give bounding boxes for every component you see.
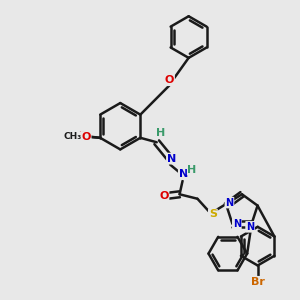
Text: N: N xyxy=(233,219,241,229)
Text: N: N xyxy=(167,154,176,164)
Text: N: N xyxy=(246,222,254,232)
Text: O: O xyxy=(81,132,91,142)
Text: H: H xyxy=(188,165,197,175)
Text: O: O xyxy=(165,75,174,85)
Text: S: S xyxy=(209,209,217,220)
Text: N: N xyxy=(225,198,233,208)
Text: N: N xyxy=(179,169,188,179)
Text: CH₃: CH₃ xyxy=(63,132,82,141)
Text: H: H xyxy=(156,128,165,138)
Text: O: O xyxy=(159,191,169,201)
Text: O: O xyxy=(78,131,87,141)
Text: methoxy: methoxy xyxy=(64,136,70,137)
Text: Br: Br xyxy=(251,277,265,287)
